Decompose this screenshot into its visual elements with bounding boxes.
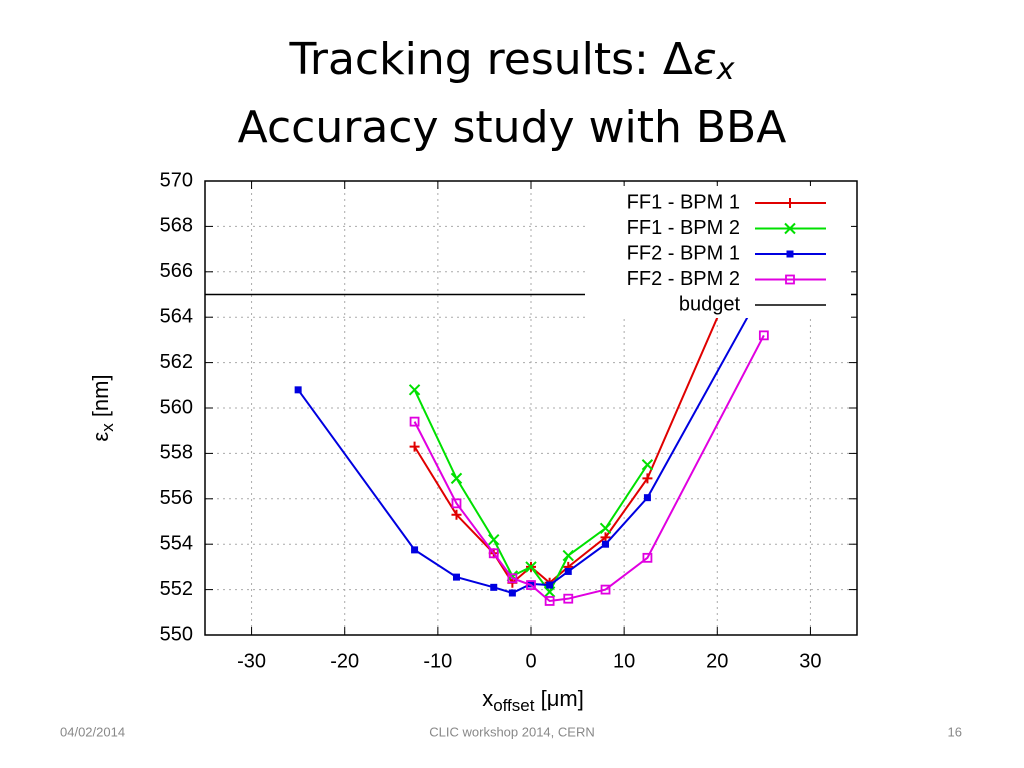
x-label-main: x bbox=[482, 686, 493, 711]
marker bbox=[643, 494, 651, 502]
marker bbox=[294, 386, 302, 394]
y-tick-label: 564 bbox=[160, 305, 193, 327]
marker bbox=[642, 552, 653, 563]
x-tick-label: 0 bbox=[525, 650, 536, 672]
x-label-unit: [μm] bbox=[534, 686, 583, 711]
plot-area bbox=[205, 205, 857, 606]
slide-title: Tracking results: Δεx bbox=[288, 34, 734, 87]
marker bbox=[507, 573, 518, 584]
y-tick-label: 558 bbox=[160, 442, 193, 464]
y-label-subscript: x bbox=[98, 423, 117, 432]
x-tick-label: -20 bbox=[330, 650, 359, 672]
marker bbox=[544, 596, 555, 606]
marker bbox=[508, 589, 516, 597]
y-tick-label: 570 bbox=[160, 169, 193, 191]
x-tick-label: -30 bbox=[237, 650, 266, 672]
footer-page: 16 bbox=[948, 724, 962, 739]
y-tick-label: 556 bbox=[160, 487, 193, 509]
series-line bbox=[413, 210, 765, 585]
footer-event: CLIC workshop 2014, CERN bbox=[429, 724, 594, 739]
marker bbox=[409, 416, 420, 427]
marker bbox=[758, 330, 769, 341]
footer-date: 04/02/2014 bbox=[60, 724, 125, 739]
y-tick-label: 552 bbox=[160, 578, 193, 600]
x-label-subscript: offset bbox=[493, 696, 535, 715]
legend-label: FF2 - BPM 1 bbox=[627, 242, 740, 264]
legend-marker bbox=[785, 198, 795, 208]
slide-subtitle: Accuracy study with BBA bbox=[238, 102, 787, 153]
x-tick-label: 30 bbox=[799, 650, 821, 672]
legend-label: FF1 - BPM 1 bbox=[627, 191, 740, 213]
legend-label: budget bbox=[679, 293, 741, 315]
y-tick-label: 554 bbox=[160, 532, 193, 554]
legend-marker bbox=[784, 222, 796, 235]
marker bbox=[451, 509, 462, 520]
series-line bbox=[413, 334, 765, 602]
marker bbox=[451, 498, 462, 509]
marker bbox=[599, 522, 612, 535]
marker bbox=[526, 580, 536, 590]
marker bbox=[642, 473, 653, 484]
title-symbol: ε bbox=[693, 34, 717, 85]
legend-label: FF2 - BPM 2 bbox=[627, 268, 740, 290]
y-tick-label: 560 bbox=[160, 396, 193, 418]
y-tick-label: 568 bbox=[160, 215, 193, 237]
marker bbox=[411, 546, 419, 554]
marker bbox=[490, 583, 498, 591]
marker bbox=[546, 581, 554, 589]
x-tick-label: 10 bbox=[613, 650, 635, 672]
x-tick-label: 20 bbox=[706, 650, 728, 672]
y-label-unit: [nm] bbox=[88, 374, 113, 423]
y-tick-label: 566 bbox=[160, 260, 193, 282]
legend-label: FF1 - BPM 2 bbox=[627, 217, 740, 239]
marker bbox=[525, 561, 537, 573]
marker bbox=[488, 533, 500, 546]
x-axis-label: xoffset [μm] bbox=[482, 686, 584, 716]
legend-background bbox=[585, 186, 851, 318]
x-tick-label: -10 bbox=[423, 650, 452, 672]
marker bbox=[527, 580, 535, 588]
y-tick-label: 562 bbox=[160, 351, 193, 373]
marker bbox=[563, 593, 574, 604]
marker bbox=[408, 384, 421, 396]
legend-marker bbox=[786, 250, 794, 258]
marker bbox=[600, 584, 611, 595]
plot-frame bbox=[204, 180, 858, 636]
marker bbox=[562, 549, 574, 562]
marker bbox=[409, 441, 420, 452]
legend-marker bbox=[785, 274, 795, 285]
marker bbox=[452, 573, 460, 581]
title-text: Tracking results: Δ bbox=[288, 34, 692, 85]
marker bbox=[564, 567, 572, 575]
marker bbox=[450, 472, 463, 485]
y-label-main: ε bbox=[88, 432, 113, 442]
y-axis-label: εx [nm] bbox=[88, 374, 118, 441]
title-subscript: x bbox=[716, 52, 735, 87]
marker bbox=[488, 548, 499, 559]
y-tick-label: 550 bbox=[160, 623, 193, 645]
marker bbox=[602, 540, 610, 548]
marker bbox=[641, 459, 654, 471]
